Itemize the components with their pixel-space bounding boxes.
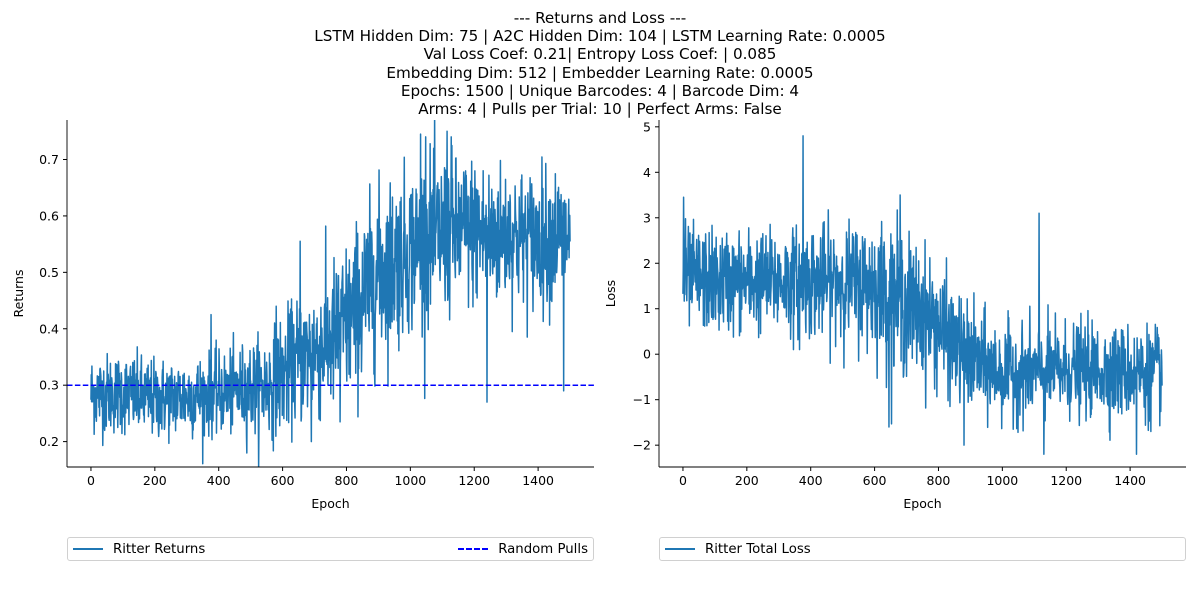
- series-line-ritter-returns: [90, 120, 571, 467]
- x-tick-label: 800: [335, 473, 359, 488]
- title-line: Val Loss Coef: 0.21| Entropy Loss Coef: …: [423, 45, 777, 64]
- y-tick-label: 1: [643, 301, 651, 316]
- loss-chart: 0 200 400 600 800 1000 1200 1400 −2 −1 0 1 2 3 4 5 Epoch…: [603, 119, 1186, 511]
- x-tick-label: 200: [735, 473, 759, 488]
- x-tick-label: 1200: [458, 473, 490, 488]
- x-axis-label: Epoch: [311, 496, 349, 511]
- legend-label: Random Pulls: [498, 541, 588, 557]
- x-tick-label: 600: [863, 473, 887, 488]
- title-line: Arms: 4 | Pulls per Trial: 10 | Perfect …: [418, 100, 782, 119]
- y-tick-label: 0.3: [39, 378, 59, 393]
- x-tick-label: 1200: [1050, 473, 1082, 488]
- y-tick-label: 4: [643, 165, 651, 180]
- x-tick-label: 0: [87, 473, 95, 488]
- y-tick-label: 0.6: [39, 208, 59, 223]
- y-axis-label: Returns: [11, 270, 26, 318]
- legend-entry-ritter-returns: Ritter Returns: [73, 541, 205, 557]
- figure-title: --- Returns and Loss --- LSTM Hidden Dim…: [0, 9, 1200, 118]
- x-tick-label: 1400: [522, 473, 554, 488]
- legend-solid-swatch: [73, 548, 103, 550]
- x-tick-label: 800: [927, 473, 951, 488]
- y-tick-label: 5: [643, 119, 651, 134]
- returns-legend: Ritter Returns Random Pulls: [67, 537, 594, 561]
- legend-entry-ritter-total-loss: Ritter Total Loss: [665, 541, 811, 557]
- x-tick-label: 1000: [986, 473, 1018, 488]
- y-tick-label: −2: [633, 438, 651, 453]
- y-tick-label: 3: [643, 210, 651, 225]
- series-line-ritter-total-loss: [682, 135, 1163, 456]
- title-line: Epochs: 1500 | Unique Barcodes: 4 | Barc…: [400, 81, 800, 100]
- x-tick-label: 1400: [1114, 473, 1146, 488]
- returns-chart: 0 200 400 600 800 1000 1200 1400 0.2 0.3 0.4 0.5 0.6…: [11, 120, 594, 511]
- legend-entry-random-pulls: Random Pulls: [458, 541, 588, 557]
- y-axis-label: Loss: [603, 280, 618, 307]
- y-tick-label: 2: [643, 256, 651, 271]
- legend-dashed-swatch: [458, 548, 489, 550]
- title-line: --- Returns and Loss ---: [513, 9, 687, 27]
- legend-label: Ritter Total Loss: [705, 541, 811, 557]
- legend-solid-swatch: [665, 548, 695, 550]
- x-tick-label: 400: [207, 473, 231, 488]
- y-tick-label: 0.2: [39, 434, 59, 449]
- y-tick-label: 0.7: [39, 152, 59, 167]
- y-tick-label: 0.5: [39, 265, 59, 280]
- x-tick-label: 400: [799, 473, 823, 488]
- x-tick-label: 600: [271, 473, 295, 488]
- loss-legend: Ritter Total Loss: [659, 537, 1186, 561]
- title-line: Embedding Dim: 512 | Embedder Learning R…: [386, 63, 814, 82]
- x-tick-label: 0: [679, 473, 687, 488]
- y-tick-label: −1: [633, 392, 651, 407]
- legend-label: Ritter Returns: [113, 541, 206, 557]
- x-tick-label: 200: [143, 473, 167, 488]
- x-tick-label: 1000: [394, 473, 426, 488]
- y-tick-label: 0.4: [39, 321, 59, 336]
- x-axis-label: Epoch: [903, 496, 941, 511]
- y-tick-label: 0: [643, 347, 651, 362]
- title-line: LSTM Hidden Dim: 75 | A2C Hidden Dim: 10…: [314, 27, 886, 46]
